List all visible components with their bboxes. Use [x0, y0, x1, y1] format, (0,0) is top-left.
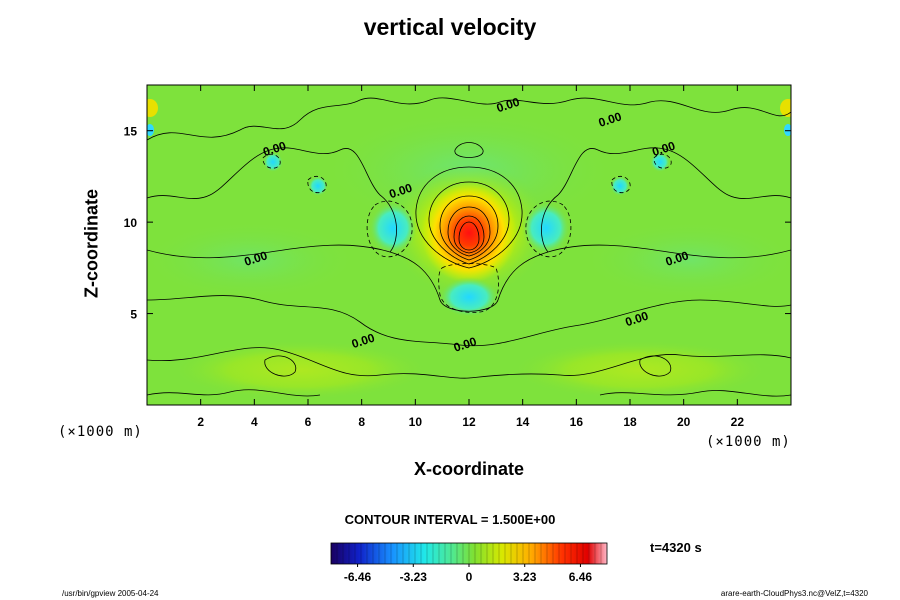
field-shade: [510, 340, 770, 400]
x-tick-label: 22: [731, 415, 745, 429]
edge-downdraft: [147, 124, 154, 136]
contour-label: 0.00: [597, 109, 624, 130]
contour-line: [454, 142, 484, 158]
x-tick-label: 4: [251, 415, 258, 429]
contour-label: 0.00: [624, 309, 651, 330]
contour-updraft: [453, 215, 485, 254]
contour-label: 0.00: [664, 248, 691, 269]
colorbar-tick-label: 3.23: [513, 570, 537, 584]
contour-downdraft: [653, 153, 672, 169]
footer-right: arare-earth-CloudPhys3.nc@VelZ,t=4320: [720, 589, 868, 598]
colorbar-segments: [336, 543, 602, 564]
downdraft-small: [610, 176, 630, 196]
chart-title: vertical velocity: [363, 14, 537, 40]
x-tick-label: 10: [409, 415, 423, 429]
colorbar-ticks: -6.46 -3.23 0 3.23 6.46: [344, 564, 593, 584]
contour-updraft: [447, 206, 491, 257]
x-tick-label: 14: [516, 415, 530, 429]
contour-label: 0.00: [452, 334, 479, 355]
y-tick-label: 10: [124, 216, 138, 230]
axis-ticks: 2 4 6 8 10 12 14 16 18 20 22 5 10 15: [124, 85, 791, 429]
contour-label: 0.00: [387, 181, 414, 202]
x-tick-label: 20: [677, 415, 691, 429]
downdraft-lower: [439, 277, 499, 317]
x-tick-label: 18: [623, 415, 637, 429]
velocity-field: [147, 85, 791, 405]
field-shade: [580, 220, 791, 300]
x-tick-label: 12: [462, 415, 476, 429]
contour-line: [541, 147, 791, 253]
colorbar-tick-label: 6.46: [569, 570, 593, 584]
colorbar-tick-label: -3.23: [400, 570, 428, 584]
contour-line: [147, 389, 321, 397]
contour-updraft: [439, 195, 499, 261]
negative-contours: [262, 153, 672, 313]
x-unit-label: (×1000 m): [706, 434, 791, 450]
contour-label: 0.00: [495, 95, 522, 116]
x-tick-label: 8: [358, 415, 365, 429]
field-shade: [170, 340, 430, 400]
contour-downdraft: [307, 175, 327, 194]
contour-line: [147, 295, 791, 347]
downdraft-left: [369, 202, 417, 254]
contour-line: [147, 147, 397, 253]
contour-line: [147, 244, 791, 312]
colorbar-tick-label: 0: [466, 570, 473, 584]
contour-line: [147, 97, 791, 141]
x-axis-label: X-coordinate: [413, 459, 524, 479]
x-tick-label: 16: [570, 415, 584, 429]
contour-updraft: [458, 221, 480, 251]
contour-label: 0.00: [243, 248, 270, 269]
footer-left: /usr/bin/gpview 2005-04-24: [62, 589, 159, 598]
contour-line: [147, 347, 791, 379]
contour-downdraft: [262, 153, 281, 169]
contour-label: 0.00: [261, 138, 288, 159]
contour-line: [639, 355, 672, 377]
contour-line: [264, 355, 297, 377]
x-tick-label: 2: [197, 415, 204, 429]
contour-updraft: [428, 181, 510, 265]
x-tick-label: 6: [305, 415, 312, 429]
edge-downdraft: [784, 124, 791, 136]
contour-label: 0.00: [650, 138, 677, 159]
contour-labels: 0.00 0.00 0.00 0.00 0.00 0.00 0.00 0.00 0.00 0.00: [243, 95, 691, 355]
contour-line: [599, 390, 791, 397]
edge-updraft: [147, 99, 158, 117]
contour-lines: [147, 97, 791, 397]
y-unit-label: (×1000 m): [58, 424, 143, 440]
downdraft-right: [522, 202, 570, 254]
time-label: t=4320 s: [650, 540, 702, 555]
contour-updraft: [415, 166, 523, 269]
contour-downdraft: [438, 263, 499, 313]
y-axis-label: Z-coordinate: [81, 189, 102, 299]
field-shade: [147, 220, 360, 300]
contour-downdraft: [611, 175, 631, 194]
y-tick-label: 15: [124, 125, 138, 139]
contour-interval-label: CONTOUR INTERVAL = 1.500E+00: [344, 512, 556, 527]
colorbar-tick-label: -6.46: [344, 570, 372, 584]
contour-label: 0.00: [350, 330, 377, 351]
edge-updraft: [780, 99, 791, 117]
y-tick-label: 5: [130, 308, 137, 322]
